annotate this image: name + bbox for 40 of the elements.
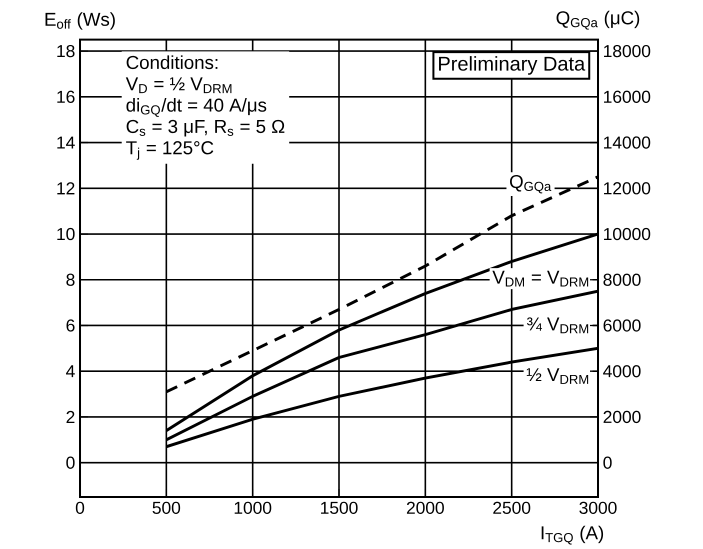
y-tick-label: 18 (57, 44, 75, 58)
y2-axis-title: Q$_{GQa}$ (μC) (556, 10, 640, 30)
annotation: V$_{D}$ = ½ V$_{DRM}$ (126, 77, 232, 94)
annotation: T$_{j}$ = 125°C (126, 141, 214, 160)
annotation: Preliminary Data (439, 56, 586, 75)
y2-tick-label: 2000 (604, 410, 641, 424)
y2-tick-label: 10000 (604, 228, 650, 240)
y-tick-label: 6 (66, 319, 75, 332)
x-tick-label: 3000 (579, 502, 617, 514)
y2-tick-label: 12000 (604, 182, 650, 194)
series-label: ½ V$_{DRM}$ (526, 368, 588, 384)
y2-tick-label: 14000 (604, 136, 650, 149)
y-tick-label: 8 (66, 274, 75, 286)
y2-tick-label: 4000 (603, 365, 641, 378)
y-tick-label: 14 (57, 136, 75, 149)
x-tick-label: 1500 (321, 502, 358, 514)
x-tick-label: 0 (76, 502, 84, 514)
x-tick-label: 1000 (234, 502, 272, 514)
x-tick-label: 2000 (406, 502, 444, 514)
y-tick-label: 10 (57, 228, 75, 240)
series-label: ¾ V$_{DRM}$ (526, 317, 588, 334)
x-axis-title: I$_{TGQ}$ (A) (542, 526, 604, 545)
y-tick-label: 16 (57, 90, 75, 103)
series-label: Q$_{GQa}$ (510, 174, 552, 194)
y2-tick-label: 16000 (604, 90, 650, 103)
y2-tick-label: 0 (603, 456, 612, 469)
y-axis-title: E$_{off}$ (Ws) (46, 12, 115, 30)
y2-tick-label: 18000 (604, 44, 650, 58)
annotation: C$_{s}$ = 3 μF, R$_{s}$ = 5 Ω (126, 120, 284, 136)
y-tick-label: 0 (66, 456, 75, 469)
y-tick-label: 2 (66, 410, 74, 424)
x-tick-label: 500 (152, 502, 180, 514)
y-tick-label: 12 (57, 182, 74, 194)
y2-tick-label: 8000 (603, 274, 641, 286)
y2-tick-label: 6000 (604, 319, 641, 332)
y-tick-label: 4 (66, 365, 75, 378)
series-label: V$_{DM}$ = V$_{DRM}$ (492, 270, 588, 287)
x-tick-label: 2500 (493, 502, 530, 514)
annotation: di$_{GQ}$/dt = 40 A/μs (126, 98, 266, 117)
annotation: Conditions: (126, 55, 218, 70)
